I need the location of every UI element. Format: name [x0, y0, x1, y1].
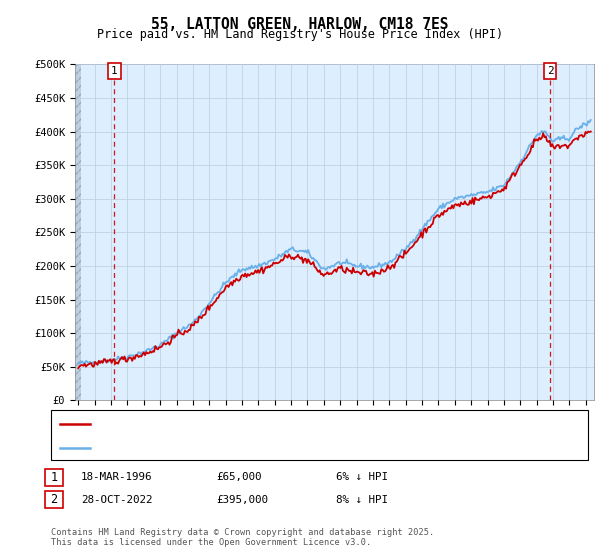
Text: 1: 1 [50, 470, 58, 484]
Text: 18-MAR-1996: 18-MAR-1996 [81, 472, 152, 482]
Text: 1: 1 [111, 66, 118, 76]
Text: £65,000: £65,000 [216, 472, 262, 482]
Bar [70, 64, 81, 400]
Text: 2: 2 [547, 66, 554, 76]
Text: 55, LATTON GREEN, HARLOW, CM18 7ES: 55, LATTON GREEN, HARLOW, CM18 7ES [151, 17, 449, 32]
Text: HPI: Average price, semi-detached house, Harlow: HPI: Average price, semi-detached house,… [96, 443, 378, 453]
Text: £395,000: £395,000 [216, 494, 268, 505]
Text: 55, LATTON GREEN, HARLOW, CM18 7ES (semi-detached house): 55, LATTON GREEN, HARLOW, CM18 7ES (semi… [96, 419, 432, 429]
Text: 2: 2 [50, 493, 58, 506]
Text: Price paid vs. HM Land Registry's House Price Index (HPI): Price paid vs. HM Land Registry's House … [97, 28, 503, 41]
Text: 6% ↓ HPI: 6% ↓ HPI [336, 472, 388, 482]
Text: Contains HM Land Registry data © Crown copyright and database right 2025.
This d: Contains HM Land Registry data © Crown c… [51, 528, 434, 547]
Text: 28-OCT-2022: 28-OCT-2022 [81, 494, 152, 505]
Text: 8% ↓ HPI: 8% ↓ HPI [336, 494, 388, 505]
